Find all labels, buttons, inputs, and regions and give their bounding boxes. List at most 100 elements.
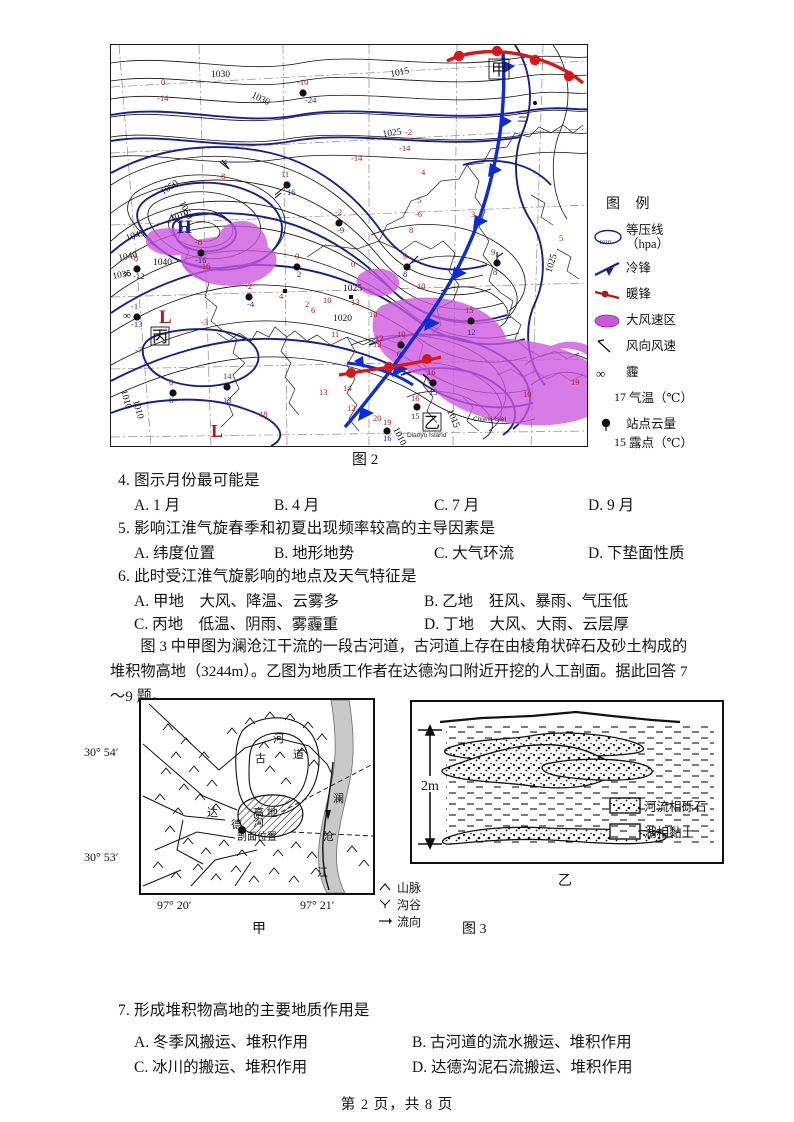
svg-text:20: 20 [373, 413, 382, 423]
q7-option-b[interactable]: B. 古河道的流水搬运、堆积作用 [412, 1030, 632, 1052]
svg-text:-3: -3 [201, 317, 208, 327]
q5-option-a[interactable]: A. 纬度位置 [134, 541, 215, 563]
q4-opt-c-text: 7 月 [452, 497, 480, 514]
svg-text:15: 15 [465, 305, 474, 315]
q5-option-d[interactable]: D. 下垫面性质 [588, 541, 684, 563]
q6-number: 6. [118, 568, 131, 585]
svg-text:5: 5 [559, 233, 563, 243]
q5-opt-d-key: D. [588, 545, 604, 562]
question-4-stem: 4. 图示月份最可能是 [118, 470, 260, 492]
q6-option-b[interactable]: B. 乙地 狂风、暴雨、气压低 [424, 589, 628, 611]
legend-item-wind-barb: 风向风速 [592, 338, 712, 355]
high-pressure-symbol: H [177, 217, 192, 238]
svg-text:2: 2 [297, 269, 301, 279]
map-jia-caption: 甲 [252, 922, 266, 937]
q6-opt-d-key: D. [424, 616, 440, 633]
svg-text:8: 8 [169, 377, 173, 387]
temperature-icon: 17 [592, 390, 629, 407]
svg-text:10: 10 [369, 309, 378, 319]
river-band [318, 700, 354, 893]
label-profile-position: 剖面位置 [237, 830, 277, 843]
svg-text:-13: -13 [131, 319, 142, 329]
legend-item-high-wind: 大风速区 [592, 312, 712, 329]
legend-title: 图 例 [606, 197, 656, 212]
dewpoint-icon: 15 [592, 435, 629, 452]
figure3: 河 道 古 达 德 沟 澜 沧 江 高 地 剖面位置 30° 54′ 30° 5… [0, 690, 794, 990]
q7-opt-d-text: 达德沟泥石流搬运、堆积作用 [430, 1059, 633, 1076]
svg-text:0: 0 [397, 349, 401, 359]
q6-option-d[interactable]: D. 丁地 大风、大雨、云层厚 [424, 612, 629, 634]
q4-option-b[interactable]: B. 4 月 [274, 493, 319, 515]
legend-mountain-range: 山脉 [377, 880, 421, 897]
q7-option-a[interactable]: A. 冬季风搬运、堆积作用 [134, 1030, 308, 1052]
misc-markers [283, 101, 537, 299]
haze-icon: ∞ [592, 364, 626, 381]
label-highland: 高 地 [253, 805, 278, 819]
svg-text:1025: 1025 [343, 284, 362, 294]
gravel-lens-right [541, 758, 653, 781]
legend-haze-label: 霾 [626, 364, 639, 379]
legend-flow-direction: 流向 [377, 914, 421, 931]
svg-text:13: 13 [223, 395, 232, 405]
svg-text:-12: -12 [133, 271, 144, 281]
q5-opt-c-text: 大气环流 [452, 545, 515, 562]
svg-text:12: 12 [373, 339, 382, 349]
q6-option-a[interactable]: A. 甲地 大风、降温、云雾多 [134, 589, 339, 611]
svg-text:10: 10 [397, 329, 406, 339]
svg-text:-2: -2 [405, 127, 412, 137]
svg-text:8: 8 [403, 269, 407, 279]
svg-text:4: 4 [421, 167, 426, 177]
question-5-stem: 5. 影响江淮气旋春季和初夏出现频率较高的主导因素是 [118, 518, 495, 540]
svg-text:三: 三 [517, 112, 528, 124]
legend-temp-label: 气温（℃） [629, 390, 693, 405]
svg-text:15: 15 [411, 411, 420, 421]
q7-opt-c-key: C. [134, 1059, 149, 1076]
profile-yi-caption: 乙 [558, 874, 572, 889]
svg-text:12: 12 [375, 333, 384, 343]
svg-text:9: 9 [403, 251, 407, 261]
q6-opt-d-text: 丁地 大风、大雨、云层厚 [442, 616, 629, 633]
q5-option-c[interactable]: C. 大气环流 [434, 541, 514, 563]
legend-warm-front-label: 暖锋 [626, 286, 652, 301]
legend-item-cold-front: 冷锋 [592, 260, 712, 277]
legend-item-dewpoint: 15 露点（℃） [592, 435, 712, 452]
svg-text:-8: -8 [131, 253, 138, 263]
cold-front [343, 52, 515, 429]
label-gu-he-dao-1: 河 [273, 732, 284, 745]
q6-opt-b-text: 乙地 狂风、暴雨、气压低 [442, 593, 629, 610]
q4-option-c[interactable]: C. 7 月 [434, 493, 479, 515]
q6-opt-a-key: A. [134, 593, 150, 610]
q4-option-d[interactable]: D. 9 月 [588, 493, 634, 515]
q4-text: 图示月份最可能是 [134, 472, 260, 489]
legend-item-isobar: 1010 等压线 （hpa） [592, 223, 712, 251]
label-dadegou-1: 达 [207, 806, 218, 819]
q6-opt-c-text: 丙地 低温、阴雨、雾霾重 [152, 616, 339, 633]
q5-option-b[interactable]: B. 地形地势 [274, 541, 354, 563]
legend-cold-front-label: 冷锋 [626, 260, 652, 275]
svg-text:19: 19 [571, 377, 580, 387]
svg-text:-1: -1 [131, 301, 138, 311]
flow-arrow [325, 810, 331, 820]
weather-chart-legend: 图 例 1010 等压线 （hpa） 冷锋 暖锋 [592, 198, 712, 461]
legend-lacustrine-clay-label: 湖相黏土 [644, 825, 694, 840]
svg-text:-14: -14 [157, 93, 169, 103]
svg-text:3: 3 [471, 209, 475, 219]
q6-text: 此时受江淮气旋影响的地点及天气特征是 [134, 568, 417, 585]
label-lancangjiang-3: 江 [317, 866, 328, 879]
q6-option-c[interactable]: C. 丙地 低温、阴雨、雾霾重 [134, 612, 338, 634]
svg-text:16: 16 [411, 393, 420, 403]
q4-option-a[interactable]: A. 1 月 [134, 493, 180, 515]
svg-text:11: 11 [281, 169, 289, 179]
svg-text:16: 16 [287, 187, 296, 197]
q7-option-c[interactable]: C. 冰川的搬运、堆积作用 [134, 1055, 307, 1077]
warm-front-lower [338, 354, 442, 378]
q7-option-d[interactable]: D. 达德沟泥石流搬运、堆积作用 [412, 1055, 632, 1077]
isobar-main-layer [111, 45, 587, 446]
svg-text:1010: 1010 [599, 240, 611, 246]
q4-opt-c-key: C. [434, 497, 449, 514]
legend-cloud-cover-label: 站点云量 [626, 416, 677, 431]
svg-text:10: 10 [523, 389, 532, 399]
q5-number: 5. [118, 520, 131, 537]
svg-text:-14: -14 [399, 143, 411, 153]
profile-location-dot [238, 826, 246, 834]
